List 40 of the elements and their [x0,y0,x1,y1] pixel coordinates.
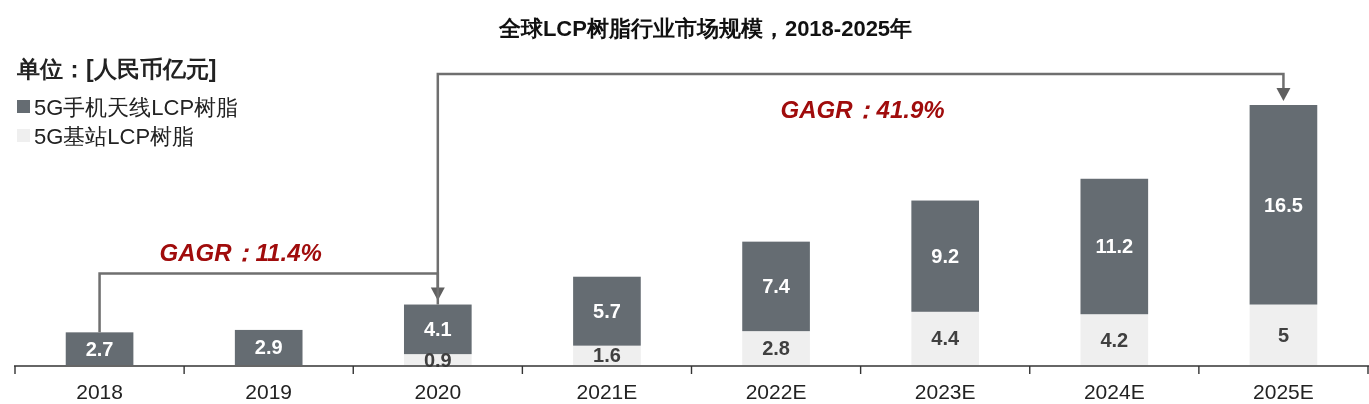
data-label: 5.7 [593,300,621,323]
x-tick-label: 2022E [745,380,807,403]
bar [742,331,810,365]
bar [65,332,134,365]
x-tick-label: 2021E [576,380,638,403]
data-label: 16.5 [1263,193,1303,216]
bar [1080,178,1149,315]
bar [1080,314,1149,365]
bar [403,304,472,355]
data-label: 2.9 [254,336,283,359]
data-label: 5 [1277,323,1289,346]
data-label: 4.4 [931,327,960,350]
data-label: 4.1 [423,318,452,341]
x-tick-label: 2018 [76,380,123,403]
data-label: 11.2 [1095,235,1134,258]
annotation: GAGR：11.4% [159,238,322,266]
bar [742,241,810,332]
bar [234,329,303,365]
bar [1249,304,1318,365]
x-tick-label: 2025E [1253,380,1314,403]
legend-label: 5G手机天线LCP树脂 [34,95,239,120]
annotation: GAGR：41.9% [780,96,945,123]
text: 单位：[人民币亿元] [16,56,217,82]
x-tick-label: 2024E [1083,380,1145,403]
data-label: 2.8 [762,337,790,360]
data-label: 0.9 [423,348,452,371]
x-tick-label: 2019 [245,380,293,403]
data-label: 4.2 [1100,328,1129,351]
bar [1249,105,1318,305]
x-tick-label: 2023E [914,380,976,403]
data-label: 2.7 [85,337,114,360]
data-label: 7.4 [762,275,791,298]
bar [911,311,980,365]
bar [911,200,980,312]
data-label: 9.2 [931,245,960,268]
bar [573,276,641,346]
legend-label: 5G基站LCP树脂 [34,124,195,149]
x-tick-label: 2020 [414,380,462,403]
data-label: 1.6 [593,344,621,367]
chart-title: 全球LCP树脂行业市场规模，2018-2025年 [497,16,913,41]
